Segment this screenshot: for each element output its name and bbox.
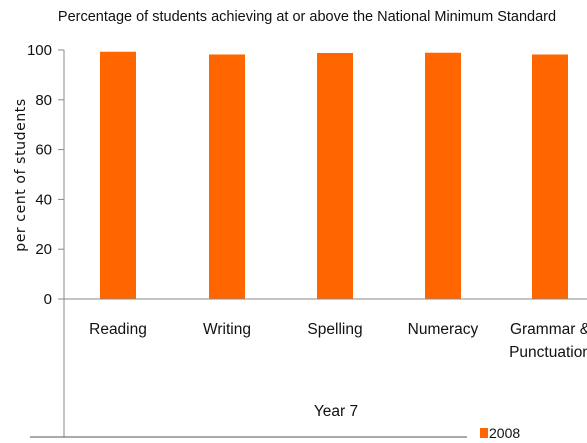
legend: 2008 [480,425,520,441]
x-tick-label: Spelling [307,321,362,338]
category-labels: Reading Writing Spelling Numeracy Grammar & P… [89,321,587,361]
x-tick-label: Punctuation [509,344,587,361]
y-axis-ticks: 0 20 40 60 80 100 [27,42,64,308]
legend-swatch [480,428,488,438]
y-axis-label: per cent of students [13,98,29,252]
legend-label-2008: 2008 [489,425,520,441]
bar [100,51,136,300]
x-tick-label: Grammar & [510,321,587,338]
y-tick-label: 40 [35,191,52,208]
chart-title: Percentage of students achieving at or a… [58,9,556,25]
x-tick-label: Numeracy [408,321,479,338]
bar [209,54,245,300]
bar [317,52,353,299]
y-tick-label: 0 [44,291,52,308]
bar [425,52,461,299]
bars [100,51,568,300]
y-tick-label: 100 [27,42,52,59]
x-tick-label: Writing [203,321,251,338]
x-axis-label: Year 7 [314,403,358,420]
y-tick-label: 60 [35,142,52,159]
y-tick-label: 20 [35,241,52,258]
bar [532,54,568,300]
x-tick-label: Reading [89,321,147,338]
y-tick-label: 80 [35,92,52,109]
